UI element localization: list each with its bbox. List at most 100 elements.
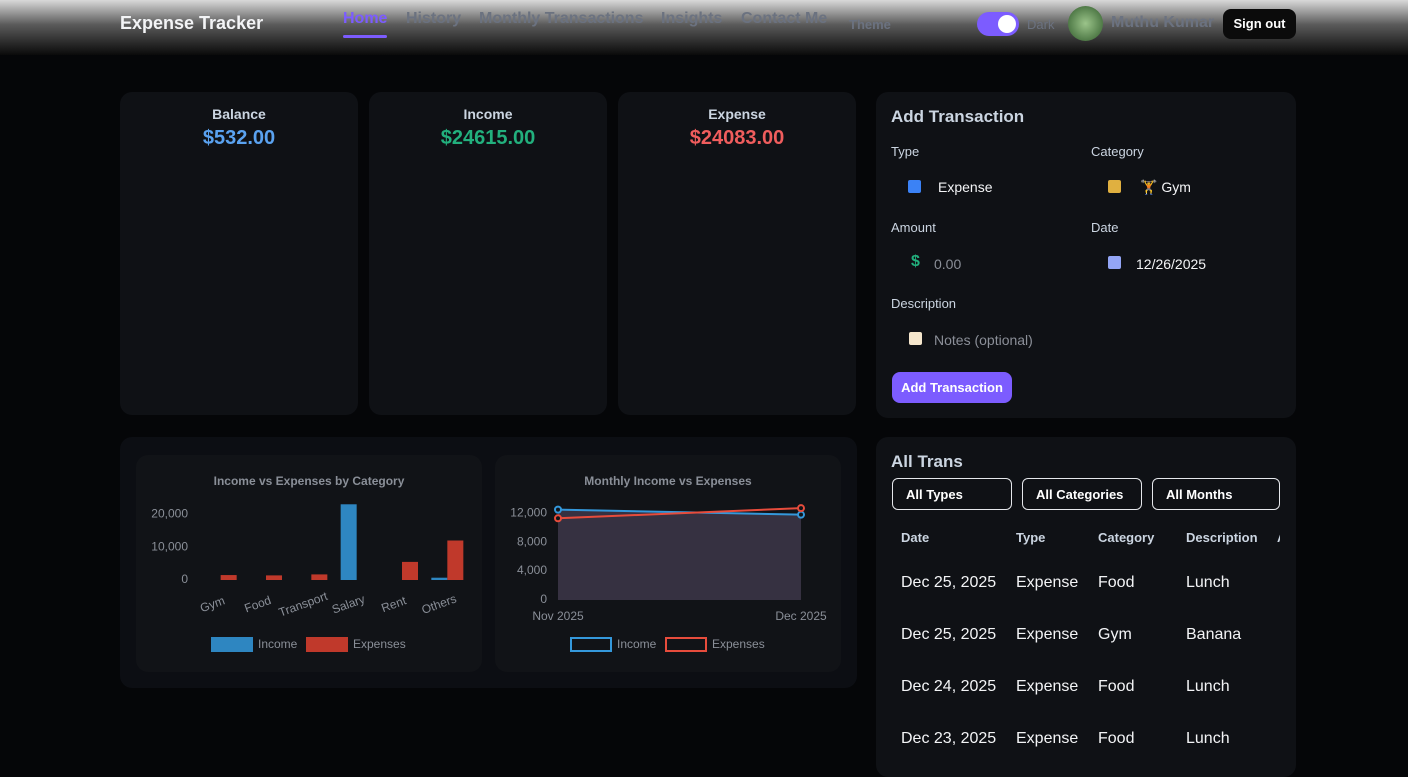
chart-card: Income vs Expenses by Category 0 10,000 20,… [136,455,482,672]
date-label: Date [1091,220,1119,235]
type-icon [908,180,921,193]
nav-home[interactable]: Home [343,10,388,27]
type-label: Type [891,144,920,159]
summary-label: Balance [212,106,266,122]
nav-contact[interactable]: Contact Me [741,10,828,27]
toggle-knob [998,15,1016,33]
amount-label: Amount [891,220,936,235]
y-tick-label: 20,000 [151,506,188,520]
x-tick-label: Gym [198,593,227,615]
table-cell: Food [1098,730,1135,747]
point [797,510,805,519]
user-name: Muthu Kumar [1111,14,1215,31]
header [0,0,1408,55]
bar [266,575,282,580]
y-tick-label: 10,000 [151,539,188,553]
x-tick-label: Salary [330,592,367,617]
y-tick-label: 0 [181,572,188,586]
legend-swatch [665,637,707,652]
amount-input[interactable]: 0.00 [934,256,962,272]
table-cell: Lunch [1186,678,1230,695]
legend-swatch [211,637,253,652]
line-chart: Monthly Income vs Expenses 0 4,000 8,000 12,… [510,474,827,652]
x-tick-label: Nov 2025 [532,609,584,623]
avatar[interactable] [1068,6,1103,41]
category-select[interactable]: 🏋 Gym [1140,179,1191,195]
legend-label: Income [258,637,298,651]
line [557,507,802,520]
expense-card [618,92,856,415]
legend-swatch [570,637,612,652]
legend-label: Expenses [712,637,765,651]
bar [220,575,237,580]
filter-category[interactable]: All Categories [1022,478,1142,510]
nav-history[interactable]: History [406,10,462,27]
brand[interactable]: Expense Tracker [120,13,264,33]
filter-month[interactable]: All Months [1152,478,1280,510]
chart-title: Monthly Income vs Expenses [584,474,752,488]
add-button[interactable]: Add Transaction [892,372,1012,403]
category-label: Category [1091,144,1144,159]
bar-chart: Income vs Expenses by Category 0 10,000 20,… [151,474,464,652]
type-select[interactable]: Expense [938,179,993,195]
point [554,505,562,514]
bar [447,540,464,580]
table-cell: Lunch [1186,730,1230,747]
transactions-card [876,437,1296,777]
add-transaction-card [876,92,1296,418]
income-card [369,92,607,415]
line [557,508,802,516]
nav-insights[interactable]: Insights [661,10,723,27]
category-icon [1108,180,1121,193]
column-header: Amount [1277,530,1280,545]
table-cell: Food [1098,678,1135,695]
nav-monthly[interactable]: Monthly Transactions [479,10,644,27]
table-cell: Banana [1186,626,1242,643]
x-tick-label: Others [420,591,459,616]
form-title: Add Transaction [891,107,1025,126]
notes-icon [909,332,922,345]
x-tick-label: Food [242,593,272,616]
nav-underline [343,35,387,38]
y-tick-label: 0 [540,592,547,606]
bar [431,577,448,580]
area [558,509,801,600]
column-header: Type [1016,530,1046,545]
date-input[interactable]: 12/26/2025 [1136,256,1207,272]
chart-title: Income vs Expenses by Category [214,474,405,488]
table-cell: Food [1098,574,1135,591]
bar [402,561,418,580]
summary-value: $24615.00 [440,127,536,149]
description-input[interactable]: Notes (optional) [934,332,1033,348]
y-tick-label: 12,000 [510,505,547,519]
summary-label: Expense [708,106,766,122]
table-cell: Dec 23, 2025 [901,730,997,747]
balance-card [120,92,358,415]
x-tick-label: Transport [277,589,330,620]
theme-toggle[interactable] [977,12,1019,36]
summary-value: $24083.00 [689,127,785,149]
y-tick-label: 8,000 [517,534,547,548]
signout-button[interactable]: Sign out [1223,9,1296,39]
table-cell: Dec 25, 2025 [901,626,997,643]
point [554,514,562,523]
filter-type[interactable]: All Types [892,478,1012,510]
table-cell: Dec 25, 2025 [901,574,997,591]
table: Date Type Category Description Amount Dec 25,… [876,520,1280,757]
column-header: Description [1186,530,1258,545]
bar [311,574,328,580]
table-cell: Expense [1016,574,1079,591]
x-tick-label: Dec 2025 [775,609,827,623]
table-cell: Lunch [1186,574,1230,591]
table-cell: Gym [1098,626,1132,643]
summary-value: $532.00 [202,127,276,149]
toggle-label: Dark [1027,17,1055,32]
table-cell: Expense [1016,730,1079,747]
legend-swatch [306,637,348,652]
x-tick-label: Rent [379,593,408,615]
legend-label: Income [617,637,657,651]
calendar-icon [1108,256,1121,269]
y-tick-label: 4,000 [517,563,547,577]
summary-label: Income [463,106,513,122]
